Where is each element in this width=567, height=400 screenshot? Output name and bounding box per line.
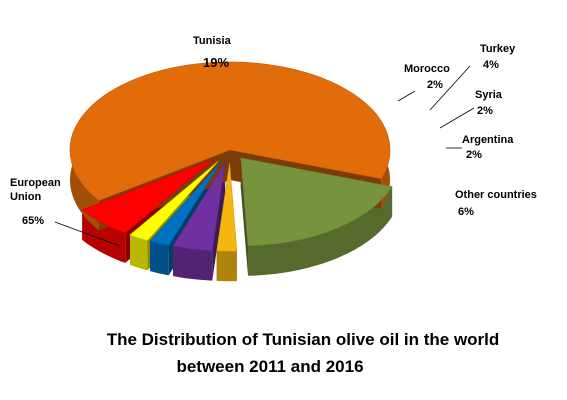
slice-rim-3 (173, 246, 213, 281)
slice-value-label: 2% (427, 79, 443, 91)
slice-rim-1 (248, 186, 393, 276)
slice-rim-2 (216, 250, 237, 282)
leader-line-2 (397, 90, 416, 102)
pie-slice-other-countries (81, 159, 214, 234)
leader-line-3 (429, 65, 471, 111)
slice-rim-5 (130, 234, 148, 271)
slice-rim-4 (150, 241, 169, 276)
leader-line-0 (54, 221, 121, 247)
slice-labels: European Union 65% Tunisia 19% Morocco 2% Turke… (10, 35, 537, 227)
chart-title-line-1: The Distribution of Tunisian olive oil i… (107, 330, 500, 349)
chart-title-line-2: between 2011 and 2016 (176, 357, 363, 376)
pie-slice-turkey (172, 162, 226, 251)
slice-value-label: 2% (477, 105, 493, 117)
pie-slice-tunisia (240, 157, 393, 247)
slice-name-label: Turkey (480, 43, 516, 55)
slice-name-label: Other countries (455, 189, 537, 201)
slice-wall-1-1 (240, 157, 249, 276)
slice-value-label: 19% (203, 55, 229, 70)
slice-value-label: 2% (466, 149, 482, 161)
slice-name-label: Morocco (404, 63, 450, 75)
pie-tops (69, 61, 393, 252)
leader-lines (54, 65, 475, 247)
slice-value-label: 6% (458, 206, 474, 218)
slice-name-label: Union (10, 191, 41, 203)
slice-name-label: Syria (475, 89, 503, 101)
pie-slice-morocco (216, 163, 238, 252)
slice-name-label: Argentina (462, 134, 514, 146)
slice-name-label: Tunisia (193, 35, 232, 47)
slice-value-label: 4% (483, 59, 499, 71)
pie-slice-argentina (129, 161, 219, 241)
leader-line-4 (439, 107, 475, 129)
slice-name-label: European (10, 177, 61, 189)
pie-slice-syria (149, 161, 222, 246)
slice-value-label: 65% (22, 215, 44, 227)
pie-slice-european-union (69, 61, 391, 201)
